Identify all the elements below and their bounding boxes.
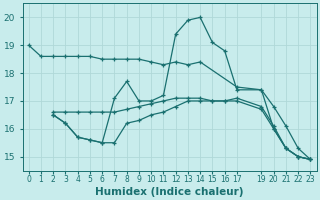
X-axis label: Humidex (Indice chaleur): Humidex (Indice chaleur) — [95, 187, 244, 197]
